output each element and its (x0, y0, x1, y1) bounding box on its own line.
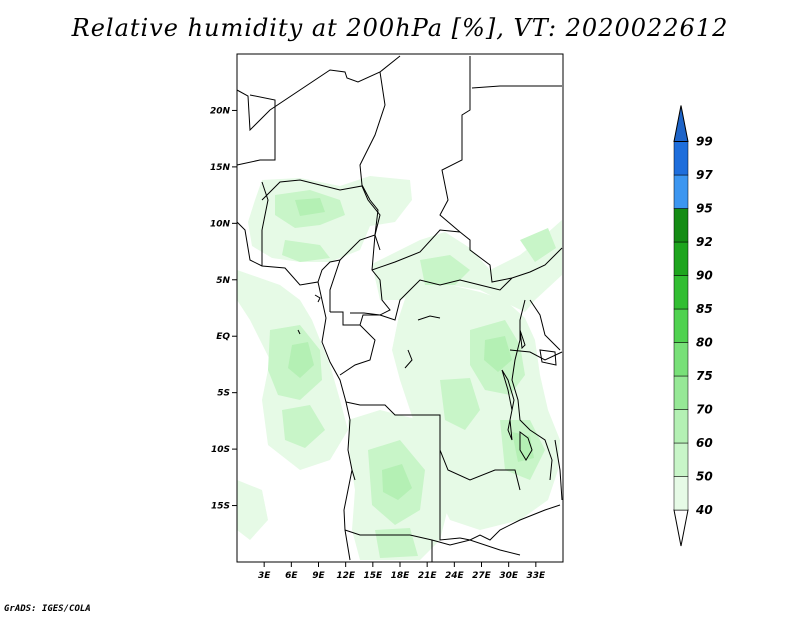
colorbar-top-arrow (673, 105, 689, 142)
lat-axis: 20N 15N 10N 5N EQ 5S 10S 15S (210, 106, 237, 512)
colorbar-segment (673, 375, 689, 410)
lon-tick-label: 24E (445, 571, 465, 581)
lon-tick-label: 6E (285, 571, 298, 581)
lon-tick-label: 27E (472, 571, 492, 581)
colorbar-label: 97 (696, 168, 713, 182)
humidity-field (237, 176, 562, 560)
lat-tick-label: 5N (216, 276, 230, 286)
lat-tick-label: 10N (210, 219, 231, 229)
lat-tick-label: 15S (211, 502, 230, 512)
colorbar-label: 60 (696, 436, 713, 450)
colorbar-segment (673, 476, 689, 511)
colorbar-segment (673, 208, 689, 243)
colorbar-label: 95 (696, 202, 713, 216)
lat-tick-label: 5S (217, 389, 230, 399)
colorbar-label: 85 (696, 302, 713, 316)
credit-label: GrADS: IGES/COLA (4, 604, 91, 614)
colorbar-segment (673, 174, 689, 209)
colorbar-label: 40 (695, 503, 713, 517)
lon-tick-label: 21E (418, 571, 438, 581)
lon-tick-label: 12E (336, 571, 356, 581)
colorbar-label: 99 (696, 135, 713, 149)
lon-tick-label: 9E (312, 571, 325, 581)
lat-tick-label: 10S (211, 445, 230, 455)
colorbar-segment (673, 442, 689, 477)
colorbar-label: 70 (696, 403, 713, 417)
lon-tick-label: 33E (526, 571, 546, 581)
colorbar-label: 92 (696, 235, 713, 249)
colorbar-segment (673, 241, 689, 276)
lon-axis: 3E 6E 9E 12E 15E 18E 21E 24E 27E 30E 33E (258, 562, 546, 581)
colorbar-label: 75 (696, 369, 713, 383)
colorbar-segment (673, 275, 689, 310)
lon-tick-label: 3E (258, 571, 271, 581)
colorbar-segment (673, 342, 689, 377)
map-title: Relative humidity at 200hPa [%], VT: 202… (71, 14, 729, 42)
lon-tick-label: 30E (499, 571, 519, 581)
lon-tick-label: 18E (391, 571, 411, 581)
lat-tick-label: 15N (210, 163, 231, 173)
lon-tick-label: 15E (363, 571, 383, 581)
colorbar: 40 50 60 70 75 80 85 90 92 95 97 99 (673, 105, 713, 547)
lat-tick-label: 20N (210, 106, 231, 116)
colorbar-label: 50 (696, 470, 713, 484)
lat-tick-label: EQ (216, 332, 230, 342)
colorbar-label: 80 (696, 336, 713, 350)
country-borders (236, 55, 563, 562)
colorbar-bottom-arrow (673, 509, 689, 547)
colorbar-label: 90 (696, 269, 713, 283)
colorbar-segment (673, 308, 689, 343)
colorbar-segment (673, 141, 689, 176)
colorbar-segment (673, 409, 689, 444)
